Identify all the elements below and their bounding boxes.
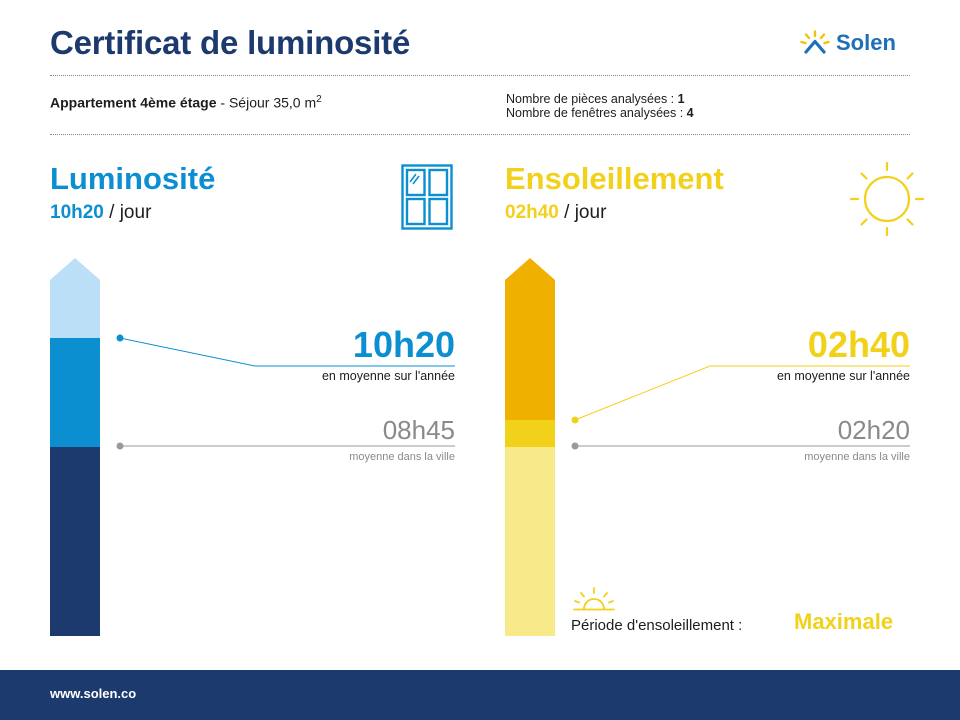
sun-icon	[849, 161, 925, 237]
ensoleillement-unit: / jour	[558, 202, 607, 223]
room-unit-sup: 2	[316, 94, 322, 105]
ensoleillement-bar-top	[505, 258, 555, 420]
luminosite-average-caption: en moyenne sur l'année	[321, 369, 455, 383]
apartment-label: Appartement 4ème étage	[50, 94, 217, 111]
ensoleillement-bar-mid	[505, 420, 555, 447]
footer-url-link[interactable]: www.solen.co	[50, 686, 137, 701]
luminosite-bar-mid	[50, 338, 100, 447]
periode-label: Période d'ensoleillement :	[571, 617, 743, 634]
luminosite-unit: / jour	[103, 202, 152, 223]
luminosite-city-value: 08h45	[382, 415, 455, 445]
luminosite-bar-top	[50, 258, 100, 338]
luminosite-average-value: 10h20	[352, 324, 455, 365]
luminosite-title: Luminosité	[50, 161, 216, 196]
solen-logo-icon	[800, 30, 830, 54]
brand-logo: Solen	[800, 30, 896, 56]
luminosite-subtitle: 10h20 / jour	[50, 202, 151, 224]
window-icon	[401, 164, 453, 230]
ensoleillement-title: Ensoleillement	[505, 161, 724, 196]
apartment-separator: -	[216, 94, 229, 111]
divider-middle	[50, 134, 910, 135]
ensoleillement-average-caption: en moyenne sur l'année	[776, 369, 910, 383]
rooms-count-value: 1	[677, 92, 685, 106]
analysis-counts: Nombre de pièces analysées : 1 Nombre de…	[506, 92, 694, 120]
luminosite-leader-lines	[116, 334, 455, 450]
page-title: Certificat de luminosité	[50, 24, 411, 61]
rooms-count-label: Nombre de pièces analysées :	[506, 92, 678, 106]
windows-count-label: Nombre de fenêtres analysées :	[506, 106, 687, 120]
ensoleillement-leader-lines	[571, 365, 910, 450]
luminosite-daily-value: 10h20	[50, 202, 104, 223]
apartment-info: Appartement 4ème étage - Séjour 35,0 m2	[50, 94, 322, 111]
ensoleillement-daily-value: 02h40	[505, 202, 559, 223]
ensoleillement-average-value: 02h40	[807, 324, 910, 365]
ensoleillement-bar-bottom	[505, 447, 555, 636]
ensoleillement-city-value: 02h20	[837, 415, 910, 445]
periode-value: Maximale	[794, 609, 894, 634]
sunrise-icon	[573, 587, 615, 611]
windows-count-value: 4	[686, 106, 694, 120]
footer-bar: www.solen.co	[0, 670, 960, 720]
ensoleillement-city-caption: moyenne dans la ville	[804, 451, 910, 463]
ensoleillement-subtitle: 02h40 / jour	[505, 202, 606, 224]
luminosite-city-caption: moyenne dans la ville	[349, 451, 455, 463]
room-label: Séjour 35,0 m	[228, 94, 317, 111]
brand-name: Solen	[836, 30, 896, 55]
divider-top	[50, 75, 910, 76]
luminosite-bar-bottom	[50, 447, 100, 636]
